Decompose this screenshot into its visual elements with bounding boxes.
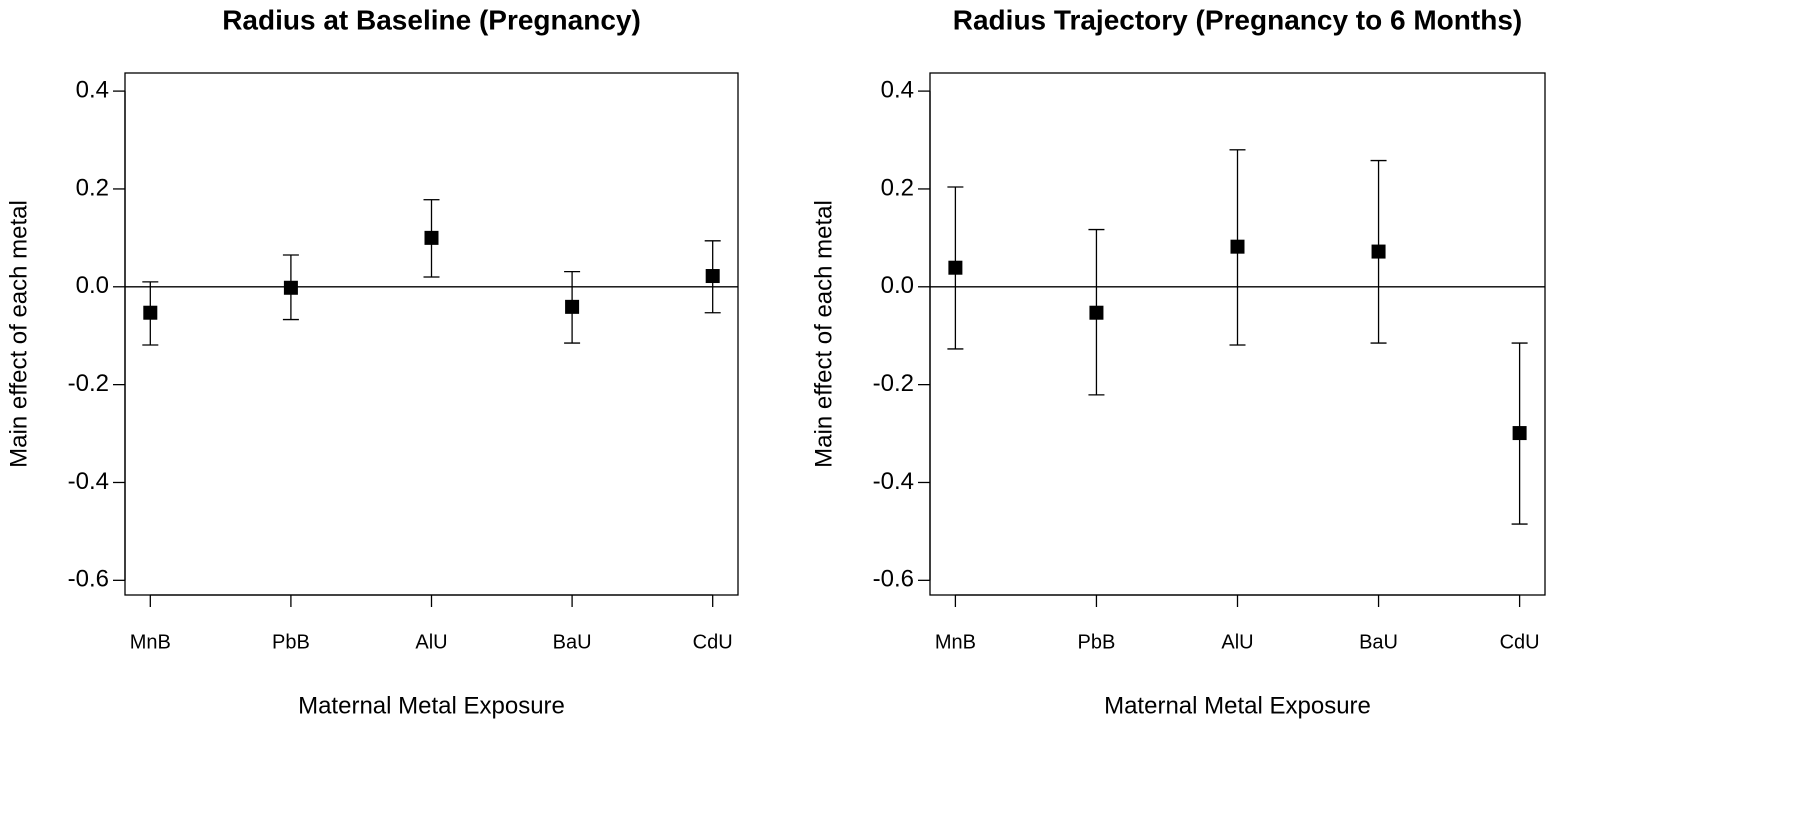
y-tick-label: -0.6 xyxy=(68,566,109,593)
point xyxy=(283,280,298,295)
y-tick-label: -0.2 xyxy=(68,370,109,397)
chart-title: Radius at Baseline (Pregnancy) xyxy=(222,4,641,35)
x-axis-label: Maternal Metal Exposure xyxy=(1104,692,1371,719)
x-tick-label: BaU xyxy=(1359,631,1398,653)
x-tick-label: AlU xyxy=(415,631,447,653)
chart-title: Radius Trajectory (Pregnancy to 6 Months… xyxy=(953,4,1522,35)
x-tick-label: CdU xyxy=(693,631,733,653)
y-tick-label: 0.4 xyxy=(76,76,109,103)
point xyxy=(1089,305,1104,320)
y-axis-label: Main effect of each metal xyxy=(810,200,837,468)
plot-box xyxy=(124,72,739,596)
y-tick-label: 0.4 xyxy=(881,76,914,103)
x-tick-label: MnB xyxy=(130,631,171,653)
y-tick-label: 0.0 xyxy=(76,272,109,299)
y-tick-label: 0.2 xyxy=(76,174,109,201)
x-tick-label: AlU xyxy=(1221,631,1253,653)
y-tick-label: 0.0 xyxy=(881,272,914,299)
point xyxy=(1230,239,1245,254)
point xyxy=(705,269,720,284)
point xyxy=(424,230,439,245)
x-tick-label: BaU xyxy=(553,631,592,653)
y-tick-label: -0.2 xyxy=(873,370,914,397)
point xyxy=(948,260,963,275)
point xyxy=(1512,426,1527,441)
y-tick-label: -0.4 xyxy=(873,468,914,495)
x-tick-label: PbB xyxy=(1078,631,1116,653)
y-tick-label: -0.4 xyxy=(68,468,109,495)
y-tick-label: 0.2 xyxy=(881,174,914,201)
point xyxy=(143,305,158,320)
x-tick-label: CdU xyxy=(1500,631,1540,653)
y-tick-label: -0.6 xyxy=(873,566,914,593)
x-tick-label: PbB xyxy=(272,631,310,653)
x-axis-label: Maternal Metal Exposure xyxy=(298,692,565,719)
x-tick-label: MnB xyxy=(935,631,976,653)
y-axis-label: Main effect of each metal xyxy=(5,200,32,468)
point xyxy=(1371,244,1386,259)
point xyxy=(565,299,580,314)
